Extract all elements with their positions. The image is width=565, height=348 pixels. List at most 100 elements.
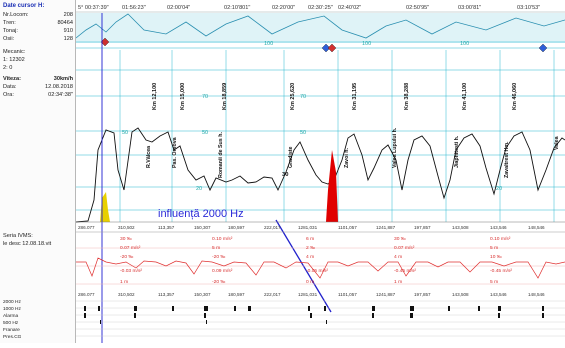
- influence-annotation: influență 2000 Hz: [158, 208, 244, 220]
- signal-value: 0 m: [306, 279, 314, 285]
- time-tick: 02:40'02": [338, 5, 361, 11]
- info-row-axles: Osii: 128: [3, 36, 73, 42]
- current-speed-label: 30: [282, 172, 288, 178]
- signal-value: 0.07 m/s²: [394, 245, 415, 251]
- distance-tick: 150,307: [194, 225, 211, 230]
- distance-tick: 143,546: [490, 225, 507, 230]
- signal-value: 4 m: [306, 254, 314, 260]
- info-row-tonnage: Tonaj: 910: [3, 28, 73, 34]
- time-tick: 02:10'801": [224, 5, 250, 11]
- time-tick: 02:00'04": [167, 5, 190, 11]
- signal-value: 10 ‰: [490, 254, 502, 260]
- distance-tick: 197,857: [414, 225, 431, 230]
- channel-label-braking: Franare: [3, 328, 20, 333]
- km-label: Km 15,000: [180, 83, 186, 110]
- speed-scale-label: 50: [122, 130, 128, 136]
- distance-tick: 310,502: [118, 225, 135, 230]
- speed-scale-label: 20: [196, 186, 202, 192]
- signal-panel-label: Seria IVMS:: [3, 233, 33, 239]
- train-info-panel: Date cursor H: Nr.Locom: 208 Tren: 80464 T…: [0, 0, 76, 343]
- distance-tick: 148,546: [528, 225, 545, 230]
- time-tick: 02:50'95": [406, 5, 429, 11]
- distance-tick: 310,502: [118, 292, 135, 297]
- signal-value: 0.10 m/s²: [490, 236, 511, 242]
- speed-scale-label: 20: [496, 186, 502, 192]
- station-label: Valea: [554, 136, 560, 150]
- channel-label-brake-pipe: Pres.CG: [3, 335, 22, 340]
- distance-tick: 143,508: [452, 292, 469, 297]
- channel-label-500hz: 500 Hz: [3, 321, 19, 326]
- signal-value: -0.45 m/s²: [490, 268, 512, 274]
- signal-value: 1 m: [120, 279, 128, 285]
- signal-value: -0.45 m/s²: [394, 268, 416, 274]
- km-label: Km 25,620: [290, 83, 296, 110]
- distance-tick: 180,597: [228, 292, 245, 297]
- km-label: Km 46,060: [512, 83, 518, 110]
- cursor-date-title: Date cursor H:: [3, 3, 45, 9]
- signal-value: -0.03 m/s²: [120, 268, 142, 274]
- event-marker-icon[interactable]: [327, 43, 337, 53]
- station-label: Zavoi h.: [344, 147, 350, 168]
- distance-tick: 150,307: [194, 292, 211, 297]
- info-row-time: Ora: 02:34':38": [3, 92, 73, 98]
- distance-tick: 222,017: [264, 292, 281, 297]
- speed-scale-label: 70: [300, 94, 306, 100]
- info-row-train: Tren: 80464: [3, 20, 73, 26]
- time-tick: 01:56:23": [122, 5, 146, 11]
- distance-tick: 180,597: [228, 225, 245, 230]
- speed-scale-label: 50: [202, 130, 208, 136]
- distance-tick: 148,546: [528, 292, 545, 297]
- distance-tick: 286.077: [78, 225, 95, 230]
- info-row-date: Data: 12.08.2018: [3, 84, 73, 90]
- station-label: Valea Lupului h.: [392, 127, 398, 168]
- signal-value: -20 ‰: [212, 279, 225, 285]
- speed-scale-label: 70: [202, 94, 208, 100]
- channel-label-1000hz: 1000 Hz: [3, 307, 21, 312]
- distance-tick: 143,508: [452, 225, 469, 230]
- signal-value: 0.07 m/s²: [120, 245, 141, 251]
- signal-panel-date: le desc 12.08.18.vit: [3, 241, 52, 247]
- station-label: Jiaphitesti h.: [454, 135, 460, 168]
- event-marker-icon[interactable]: [100, 37, 110, 47]
- distance-tick: 113,357: [158, 292, 175, 297]
- signal-value: 5 m: [212, 245, 220, 251]
- yellow-zone-marker: [100, 192, 110, 222]
- km-label: Km 41,100: [462, 83, 468, 110]
- station-label: Romanii de Sus h.: [218, 132, 224, 178]
- event-channel-pulses: [84, 306, 544, 324]
- distance-tick: 1101,057: [338, 225, 357, 230]
- signal-value: 4 m: [394, 254, 402, 260]
- profile-line: [75, 13, 565, 39]
- signal-value: 5 m: [490, 279, 498, 285]
- channel-label-2000hz: 2000 Hz: [3, 300, 21, 305]
- info-row-driver-1: 1: 12302: [3, 57, 25, 63]
- km-label: Km 38,288: [404, 83, 410, 110]
- acceleration-signal: [76, 257, 565, 279]
- signal-value: 0.09 m/s²: [212, 268, 233, 274]
- scale-label-100: 100: [264, 41, 273, 47]
- signal-value: -20 ‰: [120, 254, 133, 260]
- station-label: R.Vâlcea: [146, 146, 152, 168]
- info-row-speed: Viteza: 30km/h: [3, 76, 73, 82]
- scale-label-100: 100: [362, 41, 371, 47]
- signal-value: 30 ‰: [120, 236, 132, 242]
- info-row-driver-2: 2: 0: [3, 65, 13, 71]
- info-row-locomotive: Nr.Locom: 208: [3, 12, 73, 18]
- time-tick: 02:30':25": [308, 5, 333, 11]
- scale-label-100: 100: [460, 41, 469, 47]
- info-row-driver: Mecanic:: [3, 49, 26, 55]
- distance-tick: 286.077: [78, 292, 95, 297]
- distance-tick: 197,857: [414, 292, 431, 297]
- signal-value: 6 m: [306, 236, 314, 242]
- red-speed-zone: [326, 150, 338, 222]
- time-tick: 03:10'53": [517, 5, 540, 11]
- signal-value: -0.05 m/s²: [306, 268, 328, 274]
- distance-tick: 1281,031: [298, 292, 318, 297]
- event-marker-icon[interactable]: [538, 43, 548, 53]
- station-label: Zavaltrest Hm.: [504, 141, 510, 178]
- distance-tick: 222,017: [264, 225, 281, 230]
- profile-band: [76, 13, 565, 41]
- signal-value: 2 ‰: [306, 245, 315, 251]
- signal-value: -20 ‰: [212, 254, 225, 260]
- distance-tick: 1281,031: [298, 225, 318, 230]
